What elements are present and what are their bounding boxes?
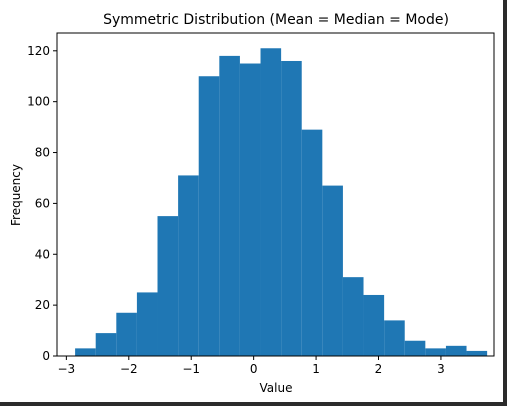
- histogram-bar: [404, 340, 426, 356]
- x-tick-label: 1: [312, 362, 320, 376]
- y-axis-ticks: 0 20 40 60 80 100 120: [27, 44, 57, 363]
- histogram-bar: [116, 312, 137, 356]
- y-tick-label: 0: [42, 349, 50, 363]
- histogram-bar: [363, 294, 385, 356]
- histogram-bar: [198, 76, 220, 357]
- histogram-bar: [95, 333, 117, 356]
- histogram-bar: [260, 48, 282, 357]
- histogram-bar: [239, 63, 261, 356]
- histogram-bar: [342, 277, 364, 356]
- x-tick-label: −1: [182, 362, 200, 376]
- x-axis-ticks: −3 −2 −1 0 1 2 3: [58, 356, 445, 376]
- histogram-bar: [136, 292, 158, 356]
- y-tick-label: 120: [27, 44, 50, 58]
- chart-title: Symmetric Distribution (Mean = Median = …: [103, 12, 449, 28]
- x-tick-label: 2: [375, 362, 383, 376]
- plot-frame: [56, 32, 495, 357]
- x-axis-label: Value: [260, 381, 293, 395]
- y-tick-label: 20: [35, 298, 50, 312]
- histogram-bar: [75, 348, 96, 356]
- histogram-bar: [281, 60, 302, 356]
- x-tick-label: −3: [58, 362, 76, 376]
- x-tick-label: 0: [250, 362, 258, 376]
- histogram-bar: [384, 320, 405, 356]
- histogram-bar: [466, 350, 488, 356]
- histogram-bar: [178, 175, 199, 356]
- histogram-bar: [445, 345, 467, 356]
- x-tick-label: 3: [437, 362, 445, 376]
- histogram-bar: [157, 216, 179, 356]
- x-tick-label: −2: [120, 362, 138, 376]
- y-axis-label: Frequency: [9, 164, 23, 226]
- y-tick-label: 60: [35, 196, 50, 210]
- histogram-bar: [425, 348, 446, 356]
- bars-group: [75, 48, 488, 357]
- histogram-bar: [301, 129, 323, 356]
- y-tick-label: 80: [35, 146, 50, 160]
- y-tick-label: 40: [35, 247, 50, 261]
- histogram-bar: [219, 55, 240, 356]
- y-tick-label: 100: [27, 95, 50, 109]
- histogram-bar: [322, 185, 343, 356]
